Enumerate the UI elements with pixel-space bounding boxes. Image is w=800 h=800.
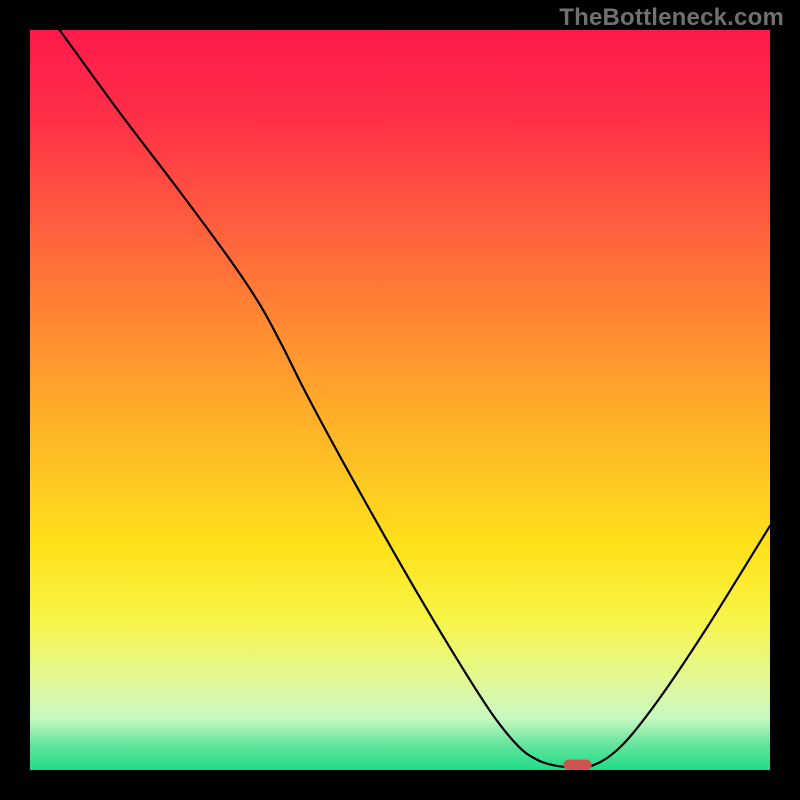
optimal-marker-pill [564,760,592,770]
chart-svg [0,0,800,800]
chart-stage: TheBottleneck.com [0,0,800,800]
